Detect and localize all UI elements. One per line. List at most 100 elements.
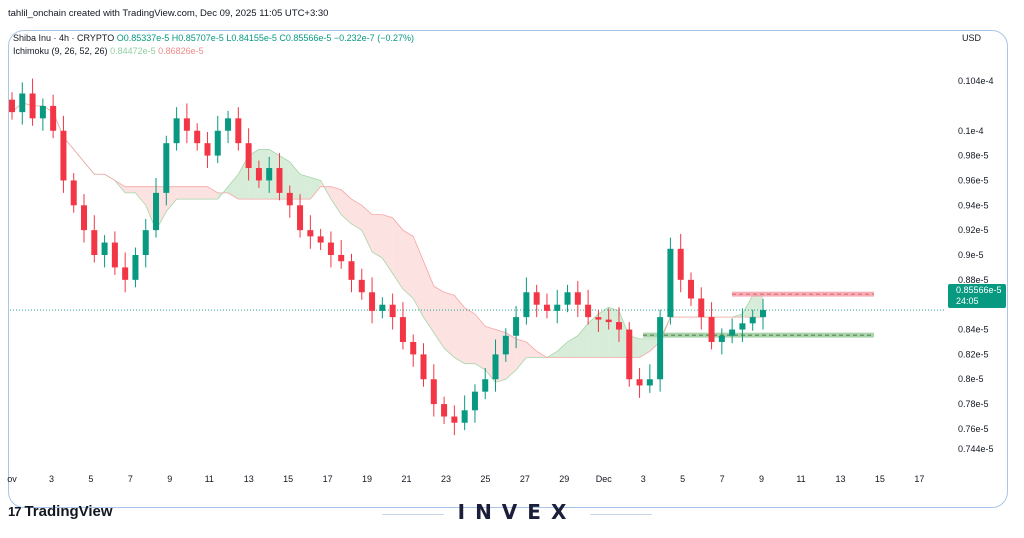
candle-body [194, 130, 201, 144]
last-price-value: 0.85566e-5 [956, 285, 1002, 295]
candle-body [286, 192, 293, 206]
candle-body [749, 317, 756, 324]
tradingview-logo[interactable]: 17 TradingView [8, 503, 113, 520]
candle-body [214, 130, 221, 156]
ichimoku-cloud-segment [197, 186, 208, 200]
candle-body [266, 168, 273, 181]
y-axis-tick-label: 0.98e-5 [958, 151, 989, 161]
candle-body [626, 329, 633, 380]
x-axis-tick-label: 27 [520, 474, 530, 484]
x-axis-tick-label: 5 [680, 474, 685, 484]
ichimoku-cloud-segment [289, 161, 301, 200]
ichimoku-cloud-segment [392, 217, 403, 290]
ichimoku-cloud-segment [310, 177, 321, 200]
candle-body [718, 335, 725, 342]
ichimoku-cloud-segment [382, 214, 393, 274]
ichimoku-cloud-segment [258, 149, 270, 200]
x-axis-tick-label: 13 [244, 474, 254, 484]
y-axis-tick-label: 0.744e-5 [958, 444, 994, 454]
candle-body [101, 242, 108, 255]
candle-body [358, 279, 365, 293]
y-axis-tick-label: 0.104e-4 [958, 76, 994, 86]
candle-body [657, 317, 664, 380]
symbol-legend-row[interactable]: Shiba Inu · 4h · CRYPTO O0.85337e-5 H0.8… [13, 32, 414, 45]
chart-frame [8, 30, 1008, 508]
ichimoku-cloud-segment [444, 292, 455, 358]
candle-body [533, 292, 540, 305]
candle-body [441, 404, 448, 417]
candle-body [122, 267, 129, 280]
y-axis-tick-label: 0.8e-5 [958, 374, 984, 384]
x-axis-tick-label: 23 [441, 474, 451, 484]
candle-body [513, 317, 520, 336]
candle-body [276, 168, 283, 193]
candle-body [420, 354, 427, 380]
x-axis-tick-label: 11 [796, 474, 805, 484]
ichimoku-cloud-segment [135, 186, 146, 206]
candle-body [646, 379, 653, 386]
candle-body [410, 341, 417, 355]
candle-body [132, 255, 139, 280]
x-axis-tick-label: 13 [835, 474, 845, 484]
x-axis-tick-label: 3 [641, 474, 646, 484]
ichimoku-cloud-segment [526, 341, 537, 358]
ichimoku-cloud-segment [186, 186, 198, 200]
candle-body [338, 255, 345, 262]
candle-body [564, 292, 571, 305]
candle-body [605, 319, 612, 323]
ichimoku-cloud-segment [300, 174, 311, 200]
candle-body [153, 192, 160, 231]
x-axis-tick-label: 9 [759, 474, 764, 484]
candle-body [142, 230, 149, 255]
candle-body [173, 118, 180, 144]
x-axis-tick-label: 5 [88, 474, 93, 484]
y-axis-tick-label: 0.84e-5 [958, 325, 989, 335]
bar-countdown: 24:05 [956, 296, 979, 306]
candle-body [307, 230, 314, 237]
y-axis-tick-label: 0.96e-5 [958, 175, 989, 185]
candle-body [430, 379, 437, 405]
candle-body [471, 391, 478, 411]
x-axis-tick-label: ov [7, 474, 17, 484]
ichimoku-cloud-segment [351, 199, 362, 231]
candle-body [204, 143, 211, 156]
ichimoku-cloud-segment [402, 230, 414, 299]
candle-body [451, 416, 458, 423]
y-axis-tick-label: 0.78e-5 [958, 399, 989, 409]
x-axis-tick-label: 7 [720, 474, 725, 484]
y-axis-tick-label: 0.82e-5 [958, 349, 989, 359]
ichimoku-cloud-segment [423, 261, 434, 333]
candle-body [225, 118, 232, 131]
candle-body [183, 118, 190, 131]
candle-body [50, 105, 57, 131]
candle-body [297, 205, 304, 231]
ichimoku-cloud-segment [330, 186, 342, 215]
candle-body [687, 279, 694, 299]
watermark-text: INVEX [457, 500, 577, 524]
candle-body [70, 180, 77, 206]
candle-body [255, 168, 262, 181]
ichimoku-cloud-segment [608, 307, 619, 358]
candle-body [163, 143, 170, 193]
candle-body [739, 323, 746, 330]
x-axis-tick-label: 19 [362, 474, 372, 484]
candle-body [667, 248, 674, 318]
invex-watermark: INVEX [382, 492, 652, 532]
candle-body [543, 304, 550, 311]
candle-body [369, 292, 376, 311]
senkou-span-a [11, 102, 763, 383]
currency-label[interactable]: USD [962, 33, 982, 43]
ichimoku-cloud-segment [557, 341, 568, 358]
indicator-value-1: 0.84472e-5 [110, 46, 156, 56]
candle-body [698, 298, 705, 318]
indicator-legend-row[interactable]: Ichimoku (9, 26, 52, 26) 0.84472e-5 0.86… [13, 45, 414, 58]
y-axis-tick-label: 0.88e-5 [958, 275, 989, 285]
x-axis-tick-label: 21 [401, 474, 411, 484]
candle-body [502, 335, 509, 355]
indicator-value-2: 0.86826e-5 [158, 46, 204, 56]
ichimoku-cloud-segment [588, 314, 599, 358]
chart-legend: Shiba Inu · 4h · CRYPTO O0.85337e-5 H0.8… [13, 32, 414, 58]
x-axis-tick-label: Dec [596, 474, 613, 484]
ichimoku-cloud-segment [474, 314, 486, 370]
